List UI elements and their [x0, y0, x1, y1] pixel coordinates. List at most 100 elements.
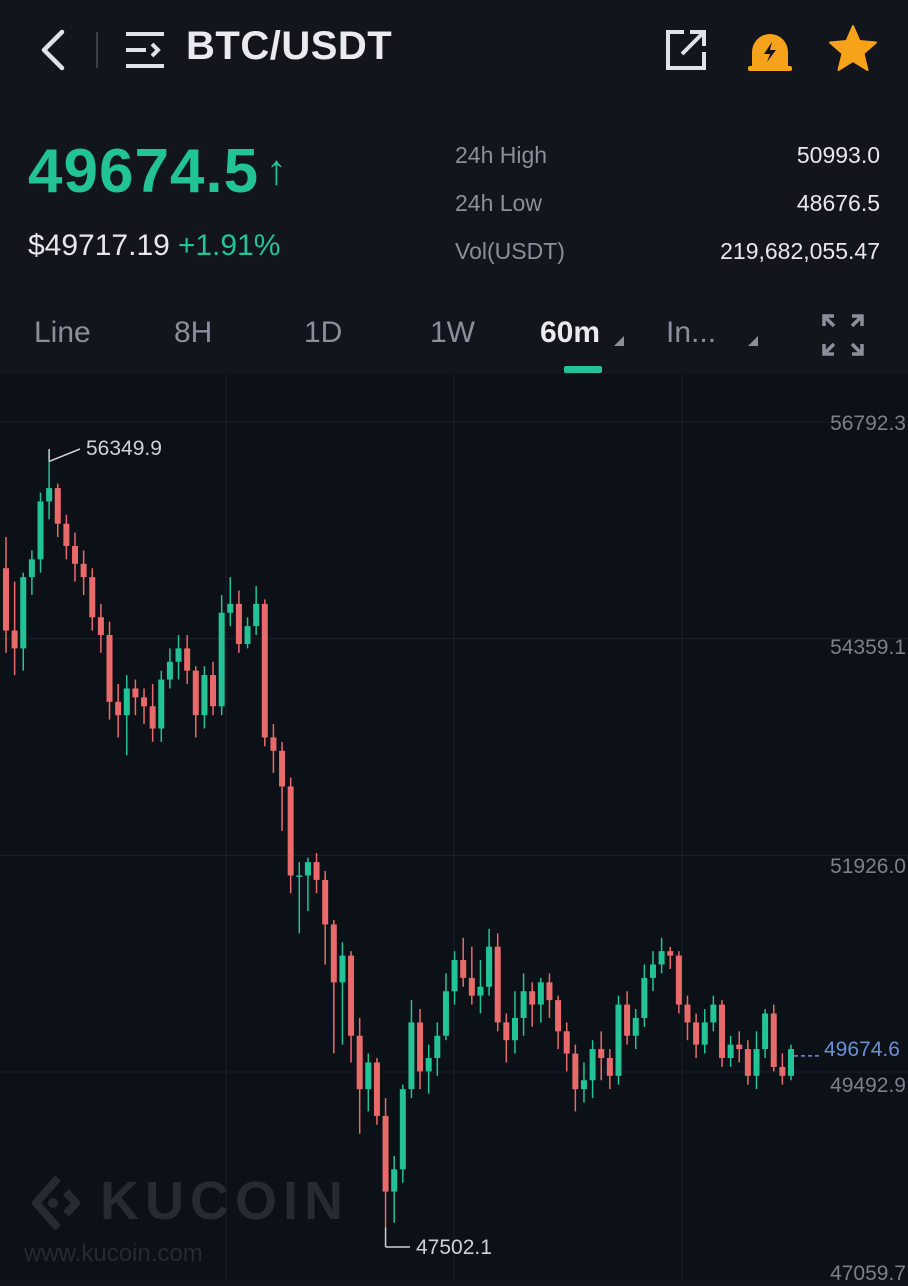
candle [218, 594, 225, 716]
candle [89, 568, 96, 631]
candle-body [235, 603, 242, 644]
header-separator [96, 32, 98, 68]
candle-body [442, 991, 449, 1036]
candle [727, 1035, 734, 1067]
candle-body [330, 924, 337, 983]
active-tab-underline [564, 366, 602, 373]
tab-indicators[interactable]: In... [666, 316, 717, 349]
candle-body [141, 697, 148, 707]
usd-price-value: $49717.19 [28, 229, 170, 262]
candle [442, 973, 449, 1041]
candle-body [408, 1022, 415, 1090]
tab-1d[interactable]: 1D [304, 316, 343, 349]
candle [580, 1062, 587, 1103]
candle [348, 951, 355, 1063]
candle [658, 937, 665, 974]
price-change: +1.91% [177, 229, 281, 262]
candle-body [546, 982, 553, 1001]
candle-body [287, 786, 294, 876]
candle [770, 1004, 777, 1072]
candle-body [641, 977, 648, 1018]
candle-body [451, 960, 458, 992]
candle [287, 777, 294, 894]
candle-body [149, 706, 156, 729]
candle [11, 581, 18, 676]
candle [37, 492, 44, 573]
candle-body [606, 1058, 613, 1076]
candle-body [158, 679, 165, 729]
candle [253, 586, 260, 636]
tab-60m[interactable]: 60m [540, 316, 601, 349]
alarm-icon[interactable] [746, 26, 794, 74]
candle [718, 1000, 725, 1067]
pair-title[interactable]: BTC/USDT [186, 24, 393, 68]
candle-body [744, 1049, 751, 1076]
candle [563, 1022, 570, 1072]
candle-body [115, 701, 122, 716]
candle-body [667, 951, 674, 956]
candle [175, 635, 182, 680]
candle [296, 862, 303, 934]
candle [649, 951, 656, 992]
candle [166, 648, 173, 689]
candle-body [279, 750, 286, 787]
tab-line[interactable]: Line [34, 316, 91, 349]
candle-body [106, 635, 113, 702]
candle [779, 1053, 786, 1085]
candle-body [425, 1058, 432, 1072]
candle-body [63, 523, 70, 546]
stat-high-value: 50993.0 [796, 142, 880, 168]
candle [356, 1017, 363, 1134]
candle [373, 1058, 380, 1125]
candle [460, 937, 467, 987]
candle [123, 675, 130, 756]
candle-body [37, 501, 44, 560]
candle-body [391, 1169, 398, 1192]
candle-body [529, 991, 536, 1005]
candle [399, 1084, 406, 1183]
candle-body [468, 977, 475, 996]
candle [546, 973, 553, 1018]
star-icon[interactable] [828, 24, 878, 74]
candle [641, 964, 648, 1027]
candle-body [589, 1049, 596, 1081]
candle-body [166, 661, 173, 680]
tab-60m-dropdown-icon [614, 336, 624, 346]
candle-body [598, 1049, 605, 1059]
fullscreen-icon[interactable] [822, 314, 864, 356]
candle-body [339, 955, 346, 983]
y-axis-label-4: 49492.9 [830, 1074, 906, 1097]
candle [667, 946, 674, 969]
menu-icon[interactable] [124, 30, 166, 70]
watermark-url: www.kucoin.com [24, 1240, 203, 1267]
candle [270, 724, 277, 774]
candle [494, 933, 501, 1032]
candle [477, 960, 484, 1014]
candle [313, 853, 320, 894]
candle [28, 550, 35, 595]
candle [520, 973, 527, 1036]
candle [762, 1009, 769, 1059]
candle-body [624, 1004, 631, 1036]
candle-body [132, 688, 139, 698]
candle [555, 995, 562, 1050]
back-icon[interactable] [36, 26, 76, 74]
candle [304, 857, 311, 912]
high-marker-line [48, 448, 81, 463]
tab-1w[interactable]: 1W [430, 316, 475, 349]
share-icon[interactable] [664, 28, 708, 72]
kucoin-logo-icon [32, 1175, 80, 1231]
stat-high-label: 24h High [455, 142, 548, 168]
candle [615, 995, 622, 1085]
candle [434, 1022, 441, 1076]
candle [408, 1000, 415, 1099]
candle-body [675, 955, 682, 1005]
candlestick-chart[interactable]: KUCOIN www.kucoin.com 56792.3 54359.1 51… [0, 374, 908, 1285]
candle-body [649, 964, 656, 978]
candle [788, 1044, 794, 1081]
candle [141, 688, 148, 725]
candle-body [762, 1013, 769, 1050]
candle-body [210, 675, 217, 707]
tab-8h[interactable]: 8H [174, 316, 213, 349]
candle-body [175, 648, 182, 662]
